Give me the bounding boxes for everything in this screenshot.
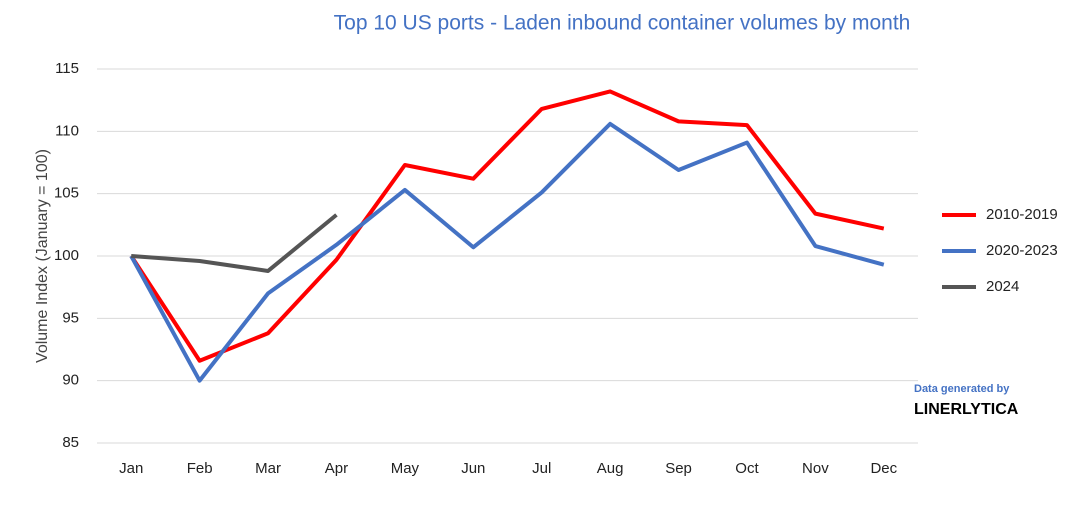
y-tick-label: 90 <box>62 372 79 389</box>
legend-label: 2020-2023 <box>986 242 1058 259</box>
y-tick-label: 100 <box>54 247 79 264</box>
y-tick-label: 85 <box>62 434 79 451</box>
x-tick-label: Jan <box>119 460 143 477</box>
series-line <box>129 89 885 363</box>
x-tick-label: Nov <box>802 460 829 477</box>
x-tick-label: May <box>391 460 420 477</box>
legend-label: 2010-2019 <box>986 206 1058 223</box>
series-line <box>129 121 885 383</box>
x-tick-label: Mar <box>255 460 281 477</box>
y-tick-label: 105 <box>54 185 79 202</box>
x-tick-label: Feb <box>187 460 213 477</box>
x-tick-label: Jul <box>532 460 551 477</box>
x-tick-label: Aug <box>597 460 624 477</box>
x-tick-label: Apr <box>325 460 348 477</box>
y-axis-label: Volume Index (January = 100) <box>34 149 51 363</box>
legend-label: 2024 <box>986 278 1019 295</box>
x-tick-label: Sep <box>665 460 692 477</box>
x-tick-label: Oct <box>735 460 759 477</box>
x-tick-label: Dec <box>870 460 897 477</box>
y-tick-label: 115 <box>55 60 79 77</box>
annotation: Data generated by <box>914 383 1010 395</box>
series-line <box>131 213 338 273</box>
annotation: LINERLYTICA <box>914 401 1019 418</box>
y-tick-label: 110 <box>55 122 79 139</box>
chart-title: Top 10 US ports - Laden inbound containe… <box>334 12 911 35</box>
x-tick-label: Jun <box>461 460 485 477</box>
y-tick-label: 95 <box>62 309 79 326</box>
